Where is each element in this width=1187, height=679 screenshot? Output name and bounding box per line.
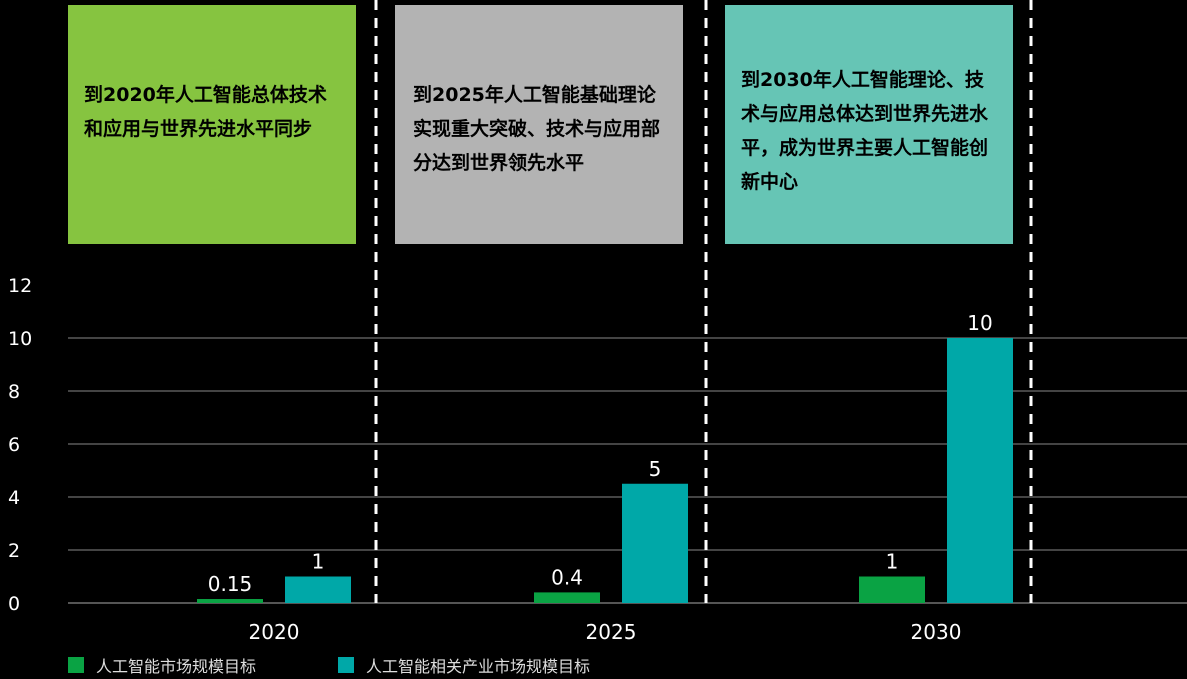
bar [622, 483, 688, 603]
goal-box-2020: 到2020年人工智能总体技术和应用与世界先进水平同步 [68, 5, 356, 244]
x-tick-label: 2025 [586, 620, 637, 644]
legend-item-market: 人工智能市场规模目标 [68, 655, 257, 676]
bar [859, 576, 925, 603]
data-label: 0.4 [551, 565, 583, 589]
bar [947, 338, 1013, 603]
goal-text-2020: 到2020年人工智能总体技术和应用与世界先进水平同步 [84, 84, 327, 140]
y-tick-label: 2 [8, 540, 20, 562]
data-label: 1 [886, 550, 899, 574]
x-tick-label: 2020 [249, 620, 300, 644]
bar [197, 599, 263, 603]
y-tick-label: 8 [8, 381, 20, 403]
bar [534, 592, 600, 603]
label-layer: 0 2 4 6 8 10 12 0.15 1 2020 0.4 5 2025 1 10 2030 [8, 275, 993, 644]
goal-box-2025: 到2025年人工智能基础理论实现重大突破、技术与应用部分达到世界领先水平 [395, 5, 683, 244]
legend-label-market: 人工智能市场规模目标 [96, 657, 257, 676]
legend-swatch-market [68, 657, 84, 673]
y-tick-label: 0 [8, 593, 20, 615]
x-tick-label: 2030 [911, 620, 962, 644]
goal-box-2030: 到2030年人工智能理论、技术与应用总体达到世界先进水平，成为世界主要人工智能创… [725, 5, 1013, 244]
data-label: 0.15 [208, 572, 253, 596]
legend-item-industry: 人工智能相关产业市场规模目标 [338, 655, 591, 676]
period-separators [374, 0, 1033, 603]
y-tick-label: 4 [8, 487, 20, 509]
y-tick-label: 6 [8, 434, 20, 456]
y-tick-label: 12 [8, 275, 32, 297]
legend-swatch-industry [338, 657, 354, 673]
bar [285, 576, 351, 603]
legend-label-industry: 人工智能相关产业市场规模目标 [366, 657, 591, 676]
goal-text-2025: 到2025年人工智能基础理论实现重大突破、技术与应用部分达到世界领先水平 [413, 84, 661, 174]
goal-text-2030: 到2030年人工智能理论、技术与应用总体达到世界先进水平，成为世界主要人工智能创… [741, 69, 989, 193]
data-label: 10 [967, 311, 992, 335]
data-label: 1 [312, 550, 325, 574]
data-label: 5 [649, 457, 662, 481]
bar-layer [197, 338, 1013, 603]
y-tick-label: 10 [8, 328, 32, 350]
